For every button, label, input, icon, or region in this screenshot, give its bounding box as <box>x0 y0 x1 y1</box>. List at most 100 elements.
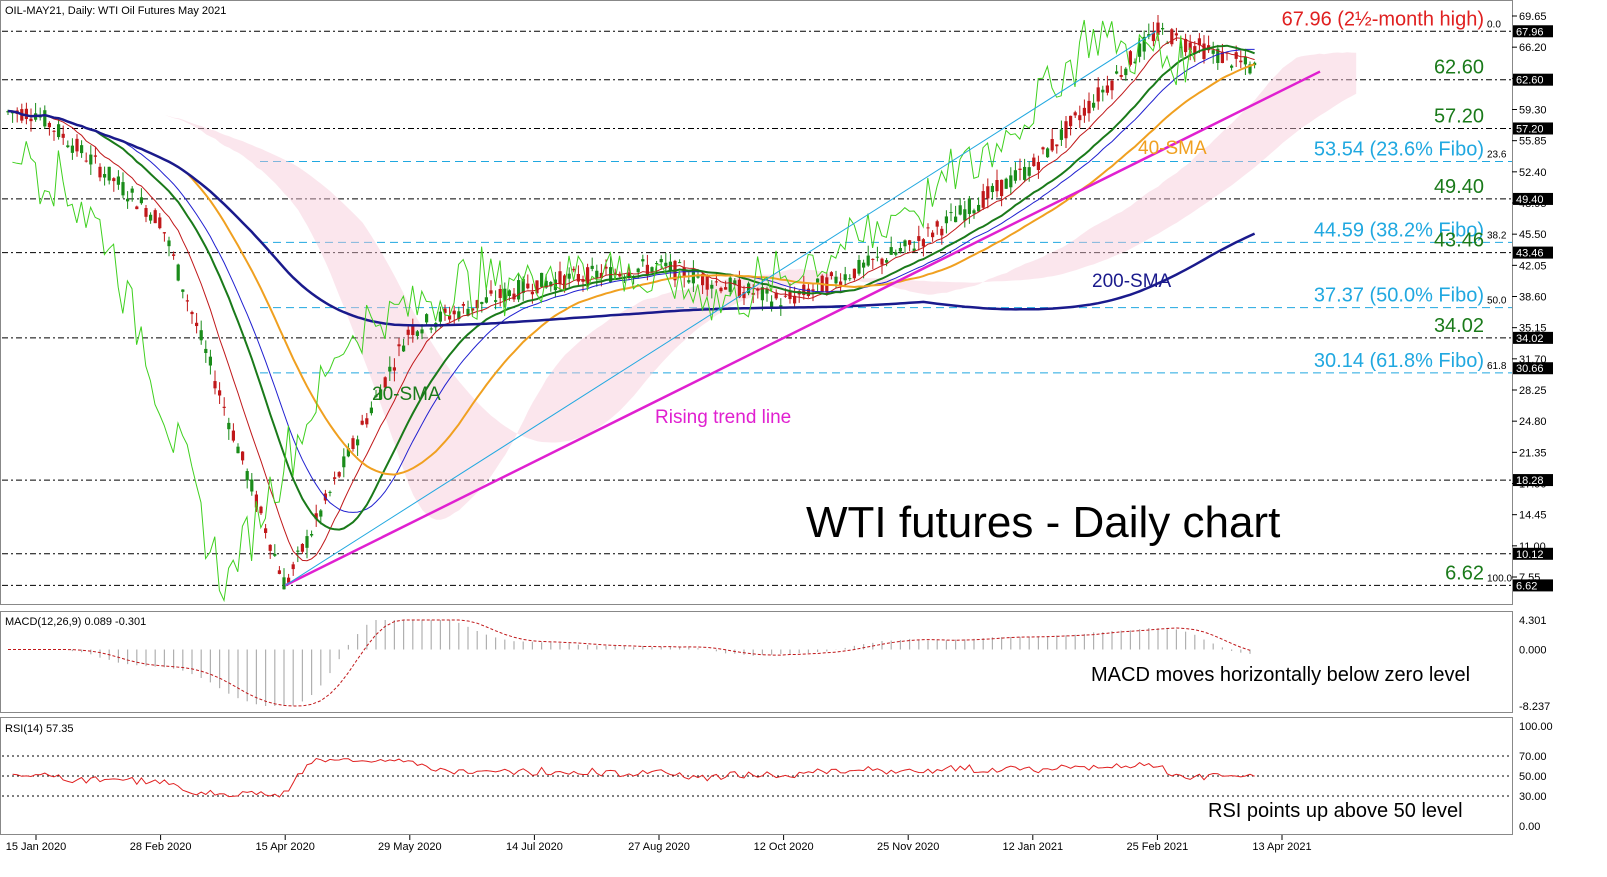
candle-body <box>489 290 493 294</box>
candle-body <box>949 212 953 214</box>
candle-body <box>57 124 61 138</box>
candle-body <box>981 191 985 208</box>
candle-body <box>356 439 360 446</box>
candle-body <box>1119 75 1123 77</box>
price-badge <box>1513 331 1553 344</box>
candle-body <box>1243 56 1247 65</box>
x-tick-label: 25 Nov 2020 <box>877 841 939 853</box>
candle-body <box>595 270 599 278</box>
candle-body <box>655 263 659 265</box>
level-label: 34.02 <box>1434 315 1484 337</box>
candle-body <box>204 348 208 353</box>
candle-body <box>1179 46 1183 48</box>
macd-title: MACD(12,26,9) 0.089 -0.301 <box>5 616 146 628</box>
y-tick-label: 14.45 <box>1519 510 1547 522</box>
candle-body <box>636 268 640 273</box>
time-axis: 15 Jan 2020 28 Feb 2020 15 Apr 2020 29 May … <box>6 835 1312 853</box>
candle-body <box>369 407 373 414</box>
candle-body <box>443 308 447 313</box>
candle-body <box>544 280 548 288</box>
candle-body <box>774 292 778 299</box>
y-tick-label: 38.60 <box>1519 292 1547 304</box>
rising-trend-line <box>284 70 1321 587</box>
candle-body <box>1096 87 1100 102</box>
price-badge-label: 18.28 <box>1516 475 1544 487</box>
fibo-tag: 0.0 <box>1487 19 1501 30</box>
candle-body <box>1128 51 1132 65</box>
price-badge-label: 49.40 <box>1516 194 1544 206</box>
candle-body <box>995 180 999 192</box>
ichimoku-cloud <box>128 52 1357 520</box>
macd-panel <box>0 611 1513 713</box>
candle-body <box>1151 32 1155 42</box>
macd-annotation: MACD moves horizontally below zero level <box>1091 664 1470 686</box>
candle-body <box>834 276 838 284</box>
candle-body <box>1101 89 1105 93</box>
candle-body <box>1078 115 1082 121</box>
y-tick-label: 35.15 <box>1519 323 1547 335</box>
macd-tick-label: 4.301 <box>1519 615 1547 627</box>
candle-body <box>1087 100 1091 114</box>
candle-body <box>908 240 912 245</box>
price-badge-label: 67.96 <box>1516 26 1544 38</box>
x-tick-label: 25 Feb 2021 <box>1127 841 1189 853</box>
price-badge-label: 34.02 <box>1516 333 1544 345</box>
x-tick-label: 13 Apr 2021 <box>1252 841 1311 853</box>
candle-body <box>61 133 65 138</box>
candle-body <box>84 160 88 162</box>
candle-body <box>586 267 590 287</box>
candle-body <box>1193 46 1197 54</box>
candle-body <box>116 176 120 185</box>
x-tick-label: 14 Jul 2020 <box>506 841 563 853</box>
candle-body <box>521 278 525 294</box>
candle-body <box>770 301 774 308</box>
candle-body <box>195 322 199 327</box>
chart-title: WTI futures - Daily chart <box>806 498 1280 547</box>
candle-body <box>282 577 286 590</box>
candle-body <box>885 260 889 263</box>
candle-body <box>765 288 769 294</box>
candle-body <box>452 310 456 315</box>
candle-body <box>213 381 217 389</box>
candle-body <box>319 510 323 517</box>
candle-body <box>112 178 116 182</box>
candle-body <box>190 311 194 315</box>
candle-body <box>277 570 281 574</box>
candle-body <box>880 258 884 265</box>
price-badges: 67.96 62.60 57.20 49.40 43.46 34.02 30.66 18.28… <box>1513 25 1553 592</box>
x-tick-label: 15 Apr 2020 <box>256 841 315 853</box>
y-tick-label: 21.35 <box>1519 447 1547 459</box>
candle-body <box>894 252 898 255</box>
candle-body <box>599 272 603 279</box>
cloud-area <box>128 52 1357 520</box>
candle-body <box>480 301 484 305</box>
candle-body <box>1138 43 1142 57</box>
candle-body <box>1064 121 1068 139</box>
y-tick-label: 66.20 <box>1519 42 1547 54</box>
candle-body <box>300 543 304 552</box>
candle-body <box>70 145 74 153</box>
candle-body <box>250 479 254 492</box>
candle-body <box>940 228 944 236</box>
candle-body <box>167 240 171 247</box>
candle-body <box>917 236 921 241</box>
candle-body <box>1115 71 1119 74</box>
candle-body <box>857 259 861 274</box>
rsi-tick-label: 70.00 <box>1519 751 1547 763</box>
candle-body <box>135 206 139 210</box>
price-badge-label: 62.60 <box>1516 75 1544 87</box>
candle-body <box>572 268 576 271</box>
rsi-line: 100.00 70.00 50.00 30.00 0.00 <box>2 721 1553 833</box>
y-tick-label: 52.40 <box>1519 167 1547 179</box>
candle-body <box>1110 80 1114 91</box>
candle-body <box>604 266 608 269</box>
candle-body <box>291 564 295 570</box>
candle-body <box>682 267 686 278</box>
level-label: 53.54 (23.6% Fibo) <box>1314 139 1484 161</box>
level-labels: 67.96 (2½-month high) 0.0 62.60 57.20 53.54 … <box>1282 8 1513 584</box>
candle-body <box>839 281 843 287</box>
candle-body <box>158 217 162 229</box>
candle-body <box>733 280 737 285</box>
candle-body <box>411 326 415 336</box>
